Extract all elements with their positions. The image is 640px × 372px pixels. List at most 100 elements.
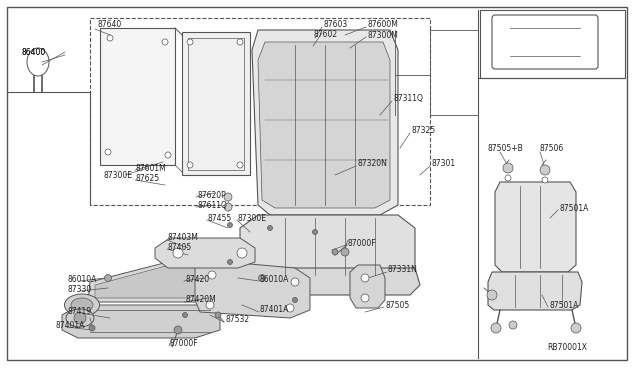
Polygon shape xyxy=(155,238,255,268)
Circle shape xyxy=(505,175,511,181)
Text: 87420: 87420 xyxy=(185,275,209,283)
Circle shape xyxy=(487,290,497,300)
Circle shape xyxy=(332,249,338,255)
Bar xyxy=(182,32,250,175)
Circle shape xyxy=(208,271,216,279)
Bar xyxy=(507,32,537,52)
Polygon shape xyxy=(252,30,398,215)
Text: 87625: 87625 xyxy=(136,173,160,183)
Polygon shape xyxy=(88,255,215,302)
Text: 87401A: 87401A xyxy=(55,321,84,330)
Circle shape xyxy=(89,325,95,331)
Circle shape xyxy=(206,301,214,309)
Circle shape xyxy=(224,203,232,211)
Polygon shape xyxy=(62,305,220,338)
Text: 87325: 87325 xyxy=(411,125,435,135)
Ellipse shape xyxy=(65,294,99,316)
Circle shape xyxy=(173,248,183,258)
Ellipse shape xyxy=(66,309,94,327)
Circle shape xyxy=(571,323,581,333)
Text: 87501A: 87501A xyxy=(559,203,588,212)
Circle shape xyxy=(268,225,273,231)
Text: 87600M: 87600M xyxy=(368,19,399,29)
Text: 87000F: 87000F xyxy=(170,340,198,349)
Circle shape xyxy=(542,177,548,183)
Text: 87602: 87602 xyxy=(313,29,337,38)
Text: 87311Q: 87311Q xyxy=(393,93,423,103)
Polygon shape xyxy=(95,260,205,298)
FancyBboxPatch shape xyxy=(492,15,598,69)
Circle shape xyxy=(292,298,298,302)
Circle shape xyxy=(291,278,299,286)
Text: 87300E: 87300E xyxy=(238,214,267,222)
Text: 87505: 87505 xyxy=(385,301,409,310)
Text: 87330: 87330 xyxy=(68,285,92,294)
Text: 87611Q: 87611Q xyxy=(197,201,227,209)
Circle shape xyxy=(237,162,243,168)
Text: 87401A: 87401A xyxy=(260,305,289,314)
Text: 87501A: 87501A xyxy=(549,301,579,310)
Text: 87000F: 87000F xyxy=(347,238,376,247)
Circle shape xyxy=(104,275,111,282)
Text: 87405: 87405 xyxy=(168,243,192,251)
Text: 87601M: 87601M xyxy=(136,164,167,173)
Circle shape xyxy=(503,163,513,173)
Ellipse shape xyxy=(71,298,93,312)
Circle shape xyxy=(174,326,182,334)
Text: 87506: 87506 xyxy=(539,144,563,153)
Circle shape xyxy=(491,323,501,333)
Circle shape xyxy=(187,39,193,45)
Circle shape xyxy=(107,35,113,41)
Text: 86400: 86400 xyxy=(22,48,46,57)
Circle shape xyxy=(509,321,517,329)
Polygon shape xyxy=(240,215,415,278)
Circle shape xyxy=(286,304,294,312)
Text: 87603: 87603 xyxy=(323,19,348,29)
Circle shape xyxy=(361,294,369,302)
Polygon shape xyxy=(258,42,390,208)
Text: 87301: 87301 xyxy=(431,158,455,167)
Text: 87403M: 87403M xyxy=(168,232,199,241)
Circle shape xyxy=(227,222,232,228)
Text: 87620P: 87620P xyxy=(197,190,226,199)
Circle shape xyxy=(312,230,317,234)
Bar xyxy=(480,10,625,78)
Circle shape xyxy=(224,193,232,201)
Text: RB70001X: RB70001X xyxy=(547,343,587,353)
Bar xyxy=(541,32,571,52)
Circle shape xyxy=(187,162,193,168)
Circle shape xyxy=(227,260,232,264)
Circle shape xyxy=(341,248,349,256)
Polygon shape xyxy=(495,182,576,272)
Bar xyxy=(188,38,244,170)
Circle shape xyxy=(215,312,221,318)
Circle shape xyxy=(74,312,86,324)
Circle shape xyxy=(165,152,171,158)
Bar xyxy=(100,28,175,165)
Text: 86010A: 86010A xyxy=(260,275,289,283)
Circle shape xyxy=(259,275,266,282)
Bar xyxy=(90,18,430,205)
Circle shape xyxy=(237,39,243,45)
Text: 87640: 87640 xyxy=(97,19,121,29)
Polygon shape xyxy=(350,265,385,308)
Circle shape xyxy=(105,149,111,155)
Circle shape xyxy=(182,312,188,317)
Circle shape xyxy=(361,274,369,282)
Circle shape xyxy=(237,248,247,258)
Polygon shape xyxy=(488,272,582,310)
Text: 86400: 86400 xyxy=(22,48,46,57)
Text: 87320N: 87320N xyxy=(357,158,387,167)
Text: 86010A: 86010A xyxy=(68,275,97,283)
Polygon shape xyxy=(195,260,310,318)
Circle shape xyxy=(162,39,168,45)
Text: 87419: 87419 xyxy=(68,307,92,315)
Polygon shape xyxy=(232,268,420,295)
Text: 87331N: 87331N xyxy=(388,266,418,275)
Text: 87300E: 87300E xyxy=(103,170,132,180)
Text: 87300M: 87300M xyxy=(368,31,399,39)
Text: 87420M: 87420M xyxy=(185,295,216,305)
Circle shape xyxy=(540,165,550,175)
Text: 87505+B: 87505+B xyxy=(487,144,523,153)
Text: 87455: 87455 xyxy=(208,214,232,222)
